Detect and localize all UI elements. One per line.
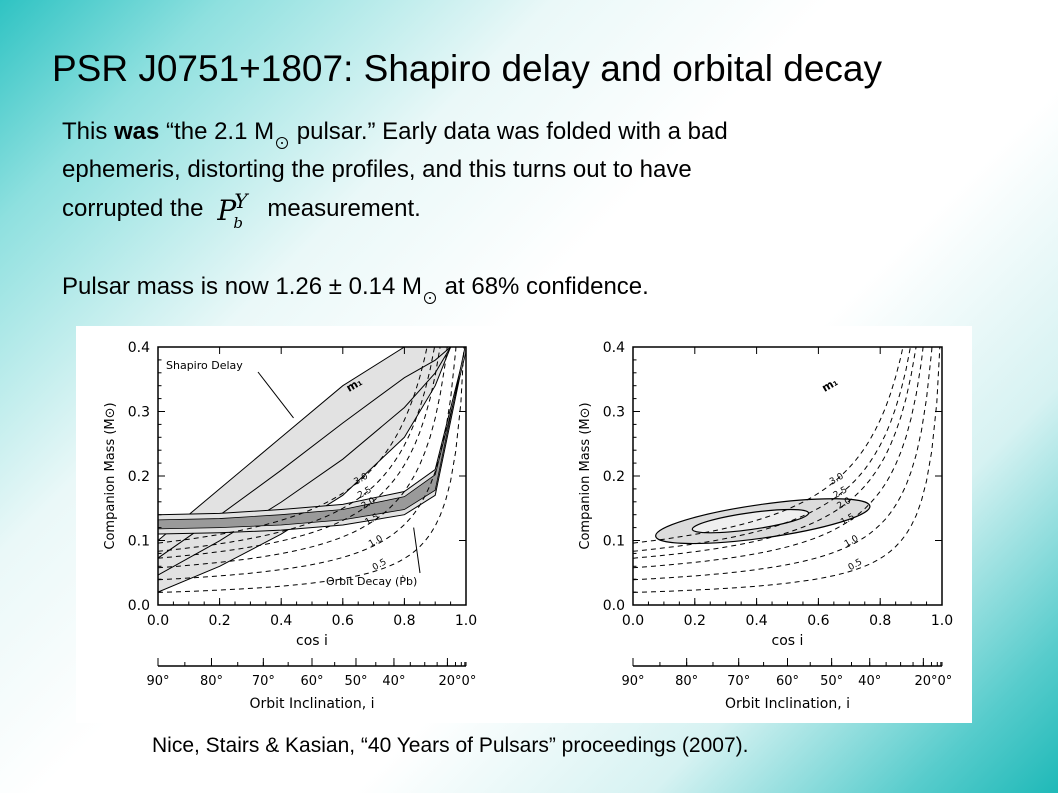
- y-tick-label: 0.2: [603, 469, 625, 485]
- x-tick-label: 0.2: [684, 613, 706, 629]
- paragraph-mass: Pulsar mass is now 1.26 ± 0.14 M at 68% …: [62, 269, 649, 305]
- orbit-decay-pointer: [413, 527, 421, 574]
- mass-curve-2.0: [633, 347, 917, 559]
- mass-curve-label: 1.0: [367, 534, 385, 550]
- inclination-tick-label: 40°: [858, 674, 881, 689]
- shapiro-band: [158, 347, 452, 593]
- y-tick-label: 0.0: [603, 598, 625, 614]
- x-tick-label: 0.2: [208, 613, 230, 629]
- inclination-tick-label: 20°0°: [914, 674, 952, 689]
- mass-curve-label: 1.0: [843, 534, 861, 550]
- mass-curve-label: 0.5: [847, 557, 864, 573]
- slide-title: PSR J0751+1807: Shapiro delay and orbita…: [52, 48, 882, 89]
- inclination-tick-label: 20°0°: [439, 674, 477, 689]
- pbdot-sup: Y: [234, 189, 248, 213]
- mass-curve-3.0: [158, 347, 428, 544]
- orbit-decay-label: Orbit Decay (Ṗb): [326, 575, 417, 588]
- mass-curve-2.0: [158, 347, 441, 559]
- x-tick-label: 1.0: [931, 613, 953, 629]
- inclination-axis-title: Orbit Inclination, i: [249, 696, 374, 712]
- y-tick-label: 0.1: [128, 534, 150, 550]
- y-tick-label: 0.3: [128, 405, 150, 421]
- shapiro-delay-label: Shapiro Delay: [166, 359, 243, 372]
- y-tick-label: 0.2: [128, 469, 150, 485]
- plot-frame: [632, 346, 943, 606]
- y-tick-label: 0.4: [603, 340, 625, 356]
- x-tick-label: 0.0: [622, 613, 644, 629]
- x-tick-label: 0.8: [869, 613, 891, 629]
- line1-text-c: “the 2.1 M: [159, 118, 275, 145]
- y-axis-title: Companion Mass (M⊙): [103, 402, 118, 549]
- x-tick-label: 0.8: [393, 613, 415, 629]
- pbdot-base: P: [217, 194, 237, 227]
- y-tick-label: 0.4: [128, 340, 150, 356]
- plot-area-2: [633, 347, 941, 593]
- mass-curve-1.0: [158, 347, 457, 581]
- y-tick-label: 0.0: [128, 598, 150, 614]
- mass-legend-label: m₁: [820, 375, 841, 394]
- mass-curve-2.5: [158, 347, 436, 552]
- paragraph-line-2: ephemeris, distorting the profiles, and …: [62, 156, 692, 183]
- mass-curve-0.5: [158, 347, 465, 593]
- inclination-tick-label: 70°: [252, 674, 275, 689]
- inclination-tick-label: 40°: [382, 674, 405, 689]
- line1-text-a: This: [62, 118, 115, 145]
- mass-curve-1.5: [633, 347, 924, 569]
- inclination-tick-label: 80°: [200, 674, 223, 689]
- inclination-tick-label: 60°: [300, 674, 323, 689]
- x-axis-title: cos i: [772, 633, 804, 649]
- x-tick-label: 0.6: [332, 613, 354, 629]
- mass-curve-3.0: [633, 347, 904, 544]
- inclination-axis-title: Orbit Inclination, i: [725, 696, 850, 712]
- y-tick-label: 0.1: [603, 534, 625, 550]
- x-axis-title: cos i: [296, 633, 328, 649]
- inclination-tick-label: 90°: [146, 674, 169, 689]
- inclination-tick-label: 60°: [776, 674, 799, 689]
- inclination-tick-label: 80°: [675, 674, 698, 689]
- solar-symbol-icon: [276, 137, 289, 149]
- y-tick-label: 0.3: [603, 405, 625, 421]
- line1-bold-word: was: [114, 118, 160, 145]
- figure-caption: Nice, Stairs & Kasian, “40 Years of Puls…: [152, 734, 749, 757]
- x-tick-label: 0.6: [807, 613, 829, 629]
- x-tick-label: 0.0: [147, 613, 169, 629]
- solar-symbol-icon: [424, 292, 436, 304]
- line1-text-d: pulsar.” Early data was folded with a ba…: [290, 118, 728, 145]
- mass-curve-1.5: [158, 347, 448, 569]
- inclination-tick-label: 50°: [820, 674, 843, 689]
- inclination-tick-label: 50°: [344, 674, 367, 689]
- mass-text-a: Pulsar mass is now 1.26 ± 0.14 M: [62, 273, 422, 300]
- inclination-tick-label: 90°: [621, 674, 644, 689]
- figure-panel: 3.0 2.5 2.0 1.5 1.0 0.5 m₁ 0.0 0.2 0.4 0.6 0.8 1.0 0.…: [76, 326, 972, 723]
- pbdot-sub: b: [233, 214, 244, 232]
- mass-curve-label: 0.5: [371, 557, 388, 573]
- x-tick-label: 0.4: [745, 613, 767, 629]
- line3-text-b: measurement.: [267, 195, 421, 222]
- y-axis-title: Companion Mass (M⊙): [578, 402, 593, 549]
- paragraph-line-1: This was “the 2.1 M pulsar.” Early data …: [62, 114, 728, 150]
- mass-curve-1.0: [633, 347, 933, 581]
- inclination-tick-label: 70°: [727, 674, 750, 689]
- line3-text-a: corrupted the: [62, 195, 204, 222]
- mass-text-b: at 68% confidence.: [438, 273, 649, 300]
- mass-curve-0.5: [633, 347, 941, 593]
- shapiro-delay-pointer: [257, 371, 294, 419]
- x-tick-label: 0.4: [270, 613, 292, 629]
- mass-curve-2.5: [633, 347, 911, 552]
- x-tick-label: 1.0: [455, 613, 477, 629]
- plot-area-1: [158, 347, 466, 593]
